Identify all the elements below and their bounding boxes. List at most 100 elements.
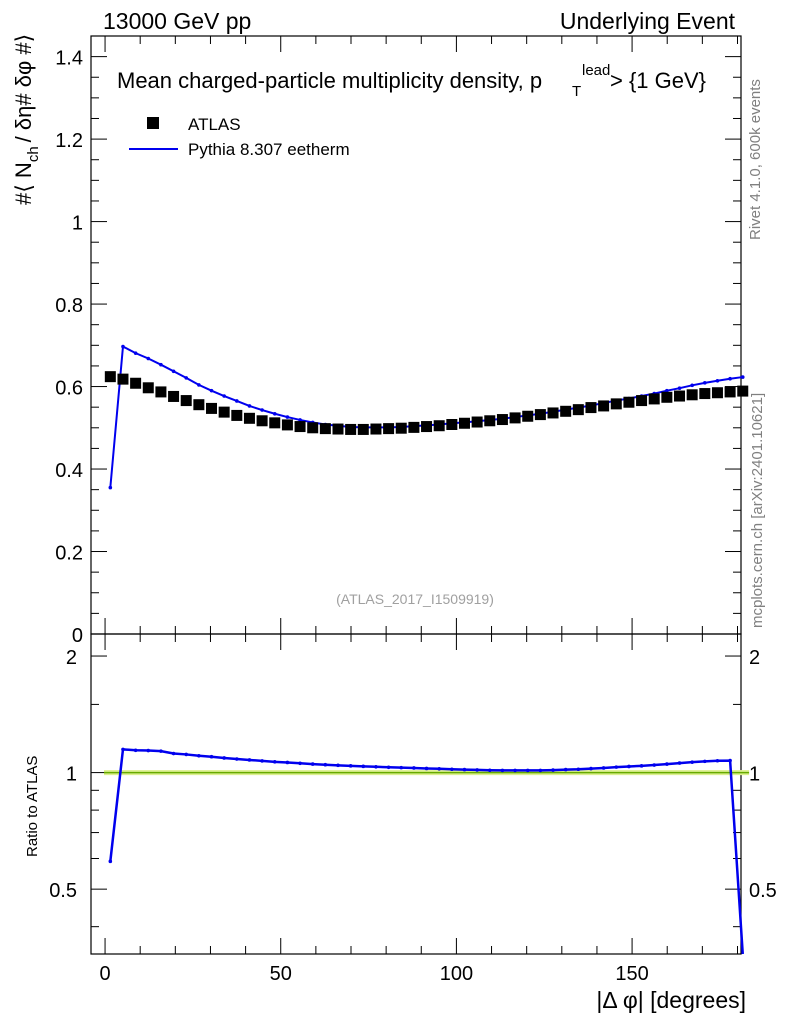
main-y-tick-label: 0.8: [55, 295, 83, 317]
ratio-point: [715, 758, 720, 763]
pythia-line: [109, 344, 743, 488]
ratio-point: [386, 765, 391, 770]
atlas-point: [686, 389, 698, 401]
ratio-point: [500, 768, 505, 773]
atlas-point: [130, 377, 142, 389]
pythia-point: [146, 356, 151, 361]
ratio-point: [639, 764, 644, 768]
ratio-point: [424, 766, 429, 771]
atlas-point: [281, 419, 293, 431]
atlas-point: [623, 396, 635, 408]
pythia-point: [298, 418, 302, 422]
ratio-point: [614, 765, 619, 769]
ratio-line: [109, 748, 745, 955]
ratio-point: [171, 751, 176, 756]
pythia-point: [677, 386, 682, 391]
pythia-point: [209, 388, 214, 393]
ratio-point: [513, 768, 517, 773]
svg-text:#⟨ Nch/ δη# δφ #⟩: #⟨ Nch / δη# δφ #⟩: [11, 34, 42, 205]
atlas-point: [104, 371, 116, 383]
atlas-point: [648, 393, 660, 405]
rivet-version-label: Rivet 4.1.0, 600k events: [747, 79, 764, 240]
ratio-point: [374, 765, 378, 769]
atlas-point: [142, 382, 154, 394]
main-y-tick-label: 0.2: [55, 543, 83, 565]
x-tick-label: 50: [270, 963, 292, 985]
ratio-point: [133, 748, 138, 753]
atlas-point: [585, 402, 597, 414]
atlas-point: [155, 386, 167, 398]
atlas-point: [484, 415, 496, 427]
main-y-tick-label: 1.4: [55, 48, 83, 70]
ratio-point: [361, 764, 366, 769]
x-tick-label: 0: [99, 963, 110, 985]
svg-text:Rivet 4.1.0, 600k events: Rivet 4.1.0, 600k events: [747, 79, 764, 240]
ratio-point: [260, 759, 264, 763]
ratio-point: [412, 766, 416, 770]
atlas-point: [598, 400, 610, 412]
atlas-point: [711, 387, 723, 399]
pythia-point: [222, 394, 226, 398]
pythia-point: [235, 399, 239, 403]
atlas-point: [737, 385, 749, 397]
atlas-point: [699, 388, 711, 400]
pythia-point: [171, 369, 176, 374]
atlas-point: [206, 402, 218, 414]
atlas-point: [661, 391, 673, 403]
atlas-series: [104, 371, 749, 435]
ratio-point: [665, 762, 669, 766]
ratio-point: [627, 764, 631, 769]
header-left: 13000 GeV pp: [103, 8, 251, 34]
pythia-point: [121, 344, 125, 349]
ratio-y-tick-label-right: 0.5: [749, 880, 777, 902]
ratio-plot-frame: [90, 633, 742, 955]
ratio-point: [399, 765, 404, 770]
pythia-point: [272, 411, 277, 416]
ratio-point: [475, 768, 479, 772]
ratio-point: [121, 747, 125, 752]
pythia-point: [690, 383, 694, 388]
ratio-point: [348, 764, 353, 768]
atlas-point: [117, 373, 129, 385]
ratio-point: [336, 763, 340, 768]
atlas-point: [560, 405, 572, 417]
atlas-point: [674, 390, 686, 402]
atlas-point: [522, 410, 534, 422]
atlas-point: [610, 398, 622, 410]
pythia-point: [108, 485, 113, 490]
ratio-point: [108, 859, 113, 864]
main-y-tick-label: 0.4: [55, 460, 83, 482]
ratio-point: [589, 766, 593, 771]
pythia-point: [665, 388, 669, 393]
pythia-point: [184, 376, 189, 380]
atlas-point: [509, 412, 521, 424]
atlas-point: [572, 404, 584, 416]
atlas-point: [243, 412, 255, 424]
x-tick-label: 150: [615, 963, 648, 985]
ratio-y-axis-label: Ratio to ATLAS: [24, 756, 41, 857]
ratio-point: [551, 768, 555, 772]
atlas-point: [269, 417, 281, 429]
ratio-point: [310, 762, 315, 766]
ratio-point: [209, 754, 214, 759]
atlas-point: [180, 395, 192, 407]
pythia-point: [159, 362, 163, 367]
legend-atlas-label: ATLAS: [188, 115, 241, 134]
ratio-y-tick-label: 0.5: [49, 880, 77, 902]
ratio-point: [462, 767, 467, 772]
pythia-point: [715, 378, 720, 383]
pythia-point: [285, 415, 290, 419]
atlas-point: [547, 407, 559, 419]
ratio-point: [690, 760, 694, 764]
title-subscript: T: [572, 83, 581, 100]
main-y-tick-label: 1.2: [55, 130, 83, 152]
legend-pythia-label: Pythia 8.307 eetherm: [188, 140, 350, 159]
mcplots-source-label: mcplots.cern.ch [arXiv:2401.10621]: [749, 393, 766, 628]
pythia-point: [728, 376, 732, 381]
pythia-series: [108, 344, 745, 490]
atlas-point: [307, 422, 319, 434]
ratio-point: [159, 749, 163, 753]
ratio-point: [437, 766, 441, 771]
main-y-label-head: #⟨ N: [11, 162, 36, 205]
